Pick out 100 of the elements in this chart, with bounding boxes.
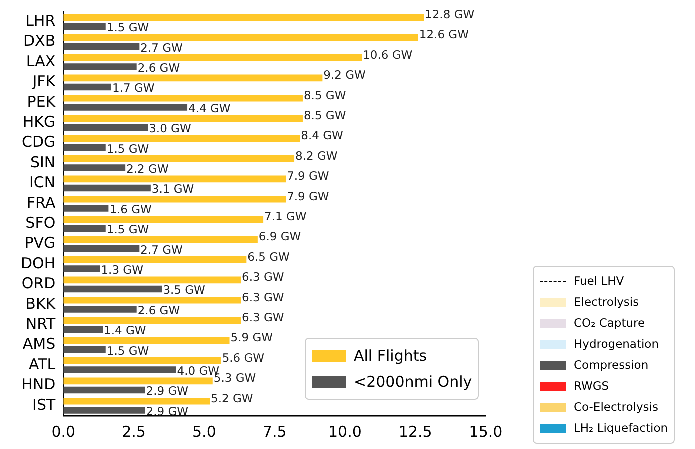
y-tick-label: ATL [29,355,56,374]
bar [64,43,140,50]
y-tick-label: IST [32,396,56,414]
data-label: 2.9 GW [146,404,189,418]
bar [64,225,106,232]
x-tick-label: 0.0 [52,422,76,441]
data-label: 12.6 GW [419,28,469,42]
data-label: 1.3 GW [101,263,144,278]
y-tick-label: SFO [26,214,56,232]
data-label: 2.6 GW [138,61,180,76]
x-tick-label: 10.0 [328,422,362,441]
bar [64,54,362,62]
bar [64,34,418,42]
bar [64,407,146,414]
data-label: 2.6 GW [138,303,180,318]
y-tick-label: PEK [27,92,57,111]
y-tick-label: AMS [22,335,56,354]
bar [64,236,258,244]
bar [64,135,300,142]
bar [64,276,242,284]
data-label: 4.4 GW [188,101,231,116]
x-tick-label: 15.0 [469,422,503,441]
bar [64,266,100,272]
data-label: 1.5 GW [106,344,150,358]
data-label: 7.9 GW [287,169,330,184]
y-tick-label: ORD [22,274,56,293]
bar [64,346,106,354]
data-label: 8.2 GW [296,148,338,163]
y-tick-label: SIN [30,153,56,172]
data-label: 12.8 GW [425,8,475,22]
data-label: 6.3 GW [242,270,284,284]
legend-label: <2000nmi Only [354,372,472,393]
bar [64,398,210,405]
bar [64,115,303,122]
bar [64,14,424,21]
bar [64,196,286,203]
bar [64,337,230,344]
data-label: 1.5 GW [106,222,150,237]
data-label: 1.7 GW [112,81,155,96]
y-tick-label: PVG [24,234,56,252]
bar [64,184,151,192]
data-label: 8.5 GW [304,88,346,102]
x-tick-label: 7.5 [262,422,287,441]
legend-label: Compression [574,357,649,374]
x-tick-label: 12.5 [398,422,432,441]
bar [64,84,112,91]
y-tick-label: LAX [26,52,56,70]
bar [64,23,106,30]
bar [64,378,213,385]
data-label: 8.5 GW [304,108,346,123]
data-label: 2.2 GW [126,162,169,176]
data-label: 3.5 GW [163,283,206,298]
data-label: 3.0 GW [149,122,192,136]
data-label: 8.4 GW [301,128,344,143]
bar [64,366,176,374]
legend-label: Fuel LHV [574,273,624,290]
legend-label: All Flights [354,346,428,367]
data-label: 9.2 GW [324,68,366,82]
bar [64,256,247,264]
bar [64,176,286,183]
y-tick-label: NRT [26,314,56,333]
y-tick-label: DOH [20,254,56,272]
y-tick-label: JFK [32,72,57,91]
bar [64,386,146,394]
bar [64,144,106,152]
y-tick-label: FRA [26,194,56,212]
bar [64,326,104,334]
data-label: 6.9 GW [258,230,302,244]
bar [64,94,303,102]
data-label: 1.6 GW [110,202,152,216]
bar [64,164,126,172]
data-label: 7.1 GW [264,210,307,224]
data-label: 6.3 GW [242,310,284,325]
legend-label: Hydrogenation [574,336,660,353]
bar [64,74,323,82]
data-label: 5.9 GW [230,330,273,345]
y-tick-label: CDG [22,133,56,152]
data-label: 7.9 GW [287,189,330,204]
bar [64,245,140,252]
y-tick-label: LHR [26,12,56,30]
bar [64,104,188,111]
data-label: 1.5 GW [106,20,150,35]
legend-label: RWGS [574,378,610,395]
y-tick-label: ICN [30,174,56,192]
bar [64,216,264,223]
legend-label: Electrolysis [574,294,640,311]
bar [64,205,109,212]
data-label: 1.5 GW [106,142,150,156]
data-label: 2.7 GW [140,242,183,257]
y-tick-label: DXB [24,32,56,50]
bar [64,64,137,70]
data-label: 6.3 GW [242,290,284,304]
bar [64,124,148,132]
legend-label: LH₂ Liquefaction [574,420,668,437]
data-label: 10.6 GW [363,48,413,62]
data-label: 3.1 GW [152,182,194,196]
legend-label: Co-Electrolysis [574,399,658,416]
bar [64,358,222,364]
x-tick-label: 2.5 [122,422,146,441]
bar [64,286,162,293]
